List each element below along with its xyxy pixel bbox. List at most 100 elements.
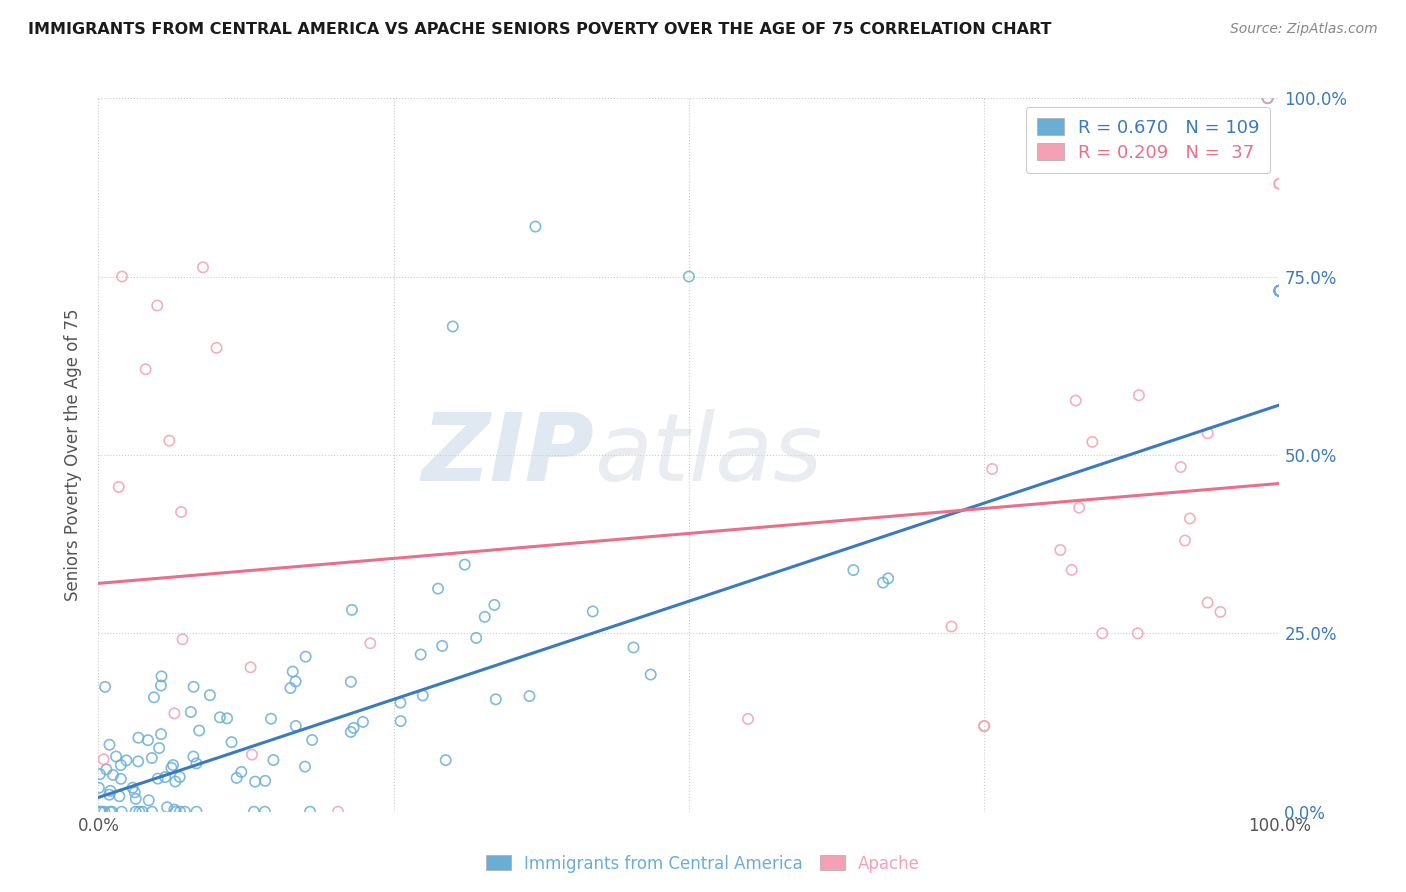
Point [90,805,112,819]
Point [127,731,149,745]
Point [1268,177,1291,191]
Point [153,770,176,784]
Point [111,269,134,284]
Point [294,759,316,773]
Point [1268,284,1291,298]
Point [474,610,496,624]
Point [169,770,191,784]
Point [131,805,153,819]
Point [1091,626,1114,640]
Point [231,764,253,779]
Point [640,667,662,681]
Point [136,733,159,747]
Point [1197,426,1219,441]
Point [253,805,276,819]
Point [148,741,170,756]
Point [124,805,146,819]
Point [191,260,214,275]
Point [98,738,121,752]
Point [842,563,865,577]
Point [89,767,111,781]
Point [101,768,124,782]
Point [243,805,266,819]
Point [150,727,173,741]
Point [172,632,194,647]
Point [981,462,1004,476]
Point [141,805,163,819]
Point [465,631,488,645]
Point [260,712,283,726]
Point [124,785,146,799]
Point [186,805,208,819]
Point [93,752,115,766]
Point [434,753,457,767]
Point [1174,533,1197,548]
Point [941,619,963,633]
Point [170,505,193,519]
Point [389,714,412,728]
Point [326,805,349,819]
Point [359,636,381,650]
Point [280,681,302,695]
Point [1197,596,1219,610]
Point [454,558,477,572]
Point [1209,605,1232,619]
Point [127,755,149,769]
Point [1081,434,1104,449]
Point [1268,284,1291,298]
Point [240,747,263,762]
Legend: Immigrants from Central America, Apache: Immigrants from Central America, Apache [479,848,927,880]
Point [1178,511,1201,525]
Point [125,791,148,805]
Point [169,805,191,819]
Point [101,805,124,819]
Point [294,649,316,664]
Point [284,674,307,689]
Point [89,805,111,819]
Point [737,712,759,726]
Point [1268,177,1291,191]
Point [1069,500,1091,515]
Point [96,763,118,777]
Point [1257,91,1279,105]
Point [93,805,115,819]
Point [1257,91,1279,105]
Point [1257,91,1279,105]
Point [299,805,322,819]
Point [225,771,247,785]
Point [98,805,121,819]
Point [198,688,221,702]
Point [340,603,363,617]
Text: ZIP: ZIP [422,409,595,501]
Point [98,788,121,802]
Point [1268,284,1291,298]
Point [239,660,262,674]
Y-axis label: Seniors Poverty Over the Age of 75: Seniors Poverty Over the Age of 75 [65,309,83,601]
Point [180,705,202,719]
Legend: R = 0.670   N = 109, R = 0.209   N =  37: R = 0.670 N = 109, R = 0.209 N = 37 [1026,107,1271,173]
Point [183,749,205,764]
Point [107,480,129,494]
Point [163,706,186,721]
Point [157,434,180,448]
Point [432,639,454,653]
Text: IMMIGRANTS FROM CENTRAL AMERICA VS APACHE SENIORS POVERTY OVER THE AGE OF 75 COR: IMMIGRANTS FROM CENTRAL AMERICA VS APACH… [28,22,1052,37]
Point [208,710,231,724]
Point [149,679,172,693]
Point [262,753,284,767]
Point [342,721,364,735]
Point [105,749,128,764]
Point [973,719,995,733]
Point [1268,284,1291,298]
Point [352,714,374,729]
Point [1049,543,1071,558]
Point [524,219,547,234]
Point [174,805,197,819]
Point [162,758,184,772]
Point [163,803,186,817]
Point [141,751,163,765]
Point [205,341,228,355]
Point [121,780,143,795]
Point [441,319,464,334]
Point [188,723,211,738]
